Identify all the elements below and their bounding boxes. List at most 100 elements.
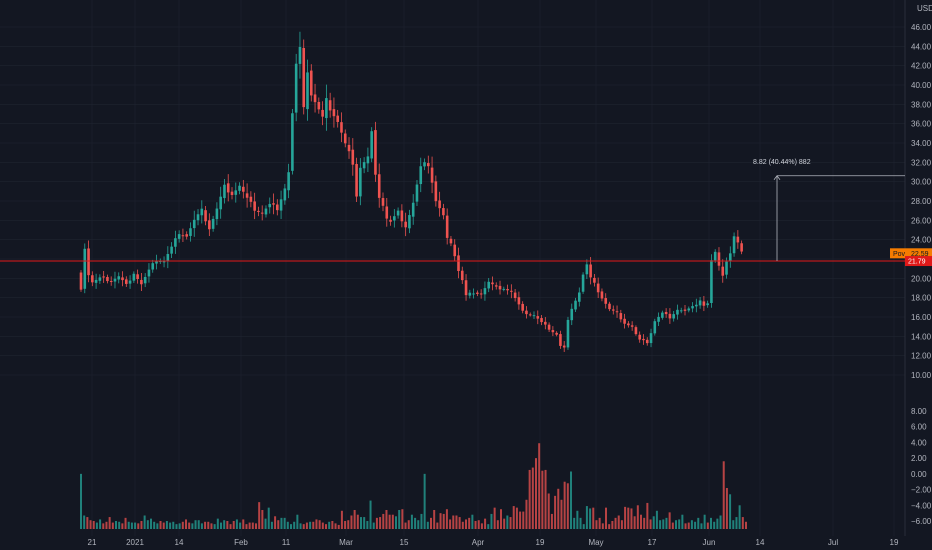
candle-body [400,210,404,222]
candle-body [347,144,351,152]
volume-bar [465,519,467,529]
volume-bar [630,508,633,529]
candle-body [381,198,385,206]
volume-bar [293,521,296,529]
volume-bar [379,517,382,529]
volume-bar [156,523,159,529]
volume-bar [251,522,254,529]
volume-bar [312,521,315,529]
volume-bar [124,517,127,529]
candle-body [593,277,596,283]
price-tick-label: 44.00 [911,42,932,51]
volume-bar [722,461,725,529]
volume-bar [550,513,553,529]
volume-bar [334,523,337,529]
price-tick-label: 10.00 [911,371,932,380]
candle-body [125,279,128,284]
volume-bar [239,522,242,529]
volume-bar [452,515,455,529]
candle-body [411,202,415,217]
volume-bar [716,518,719,529]
volume-bar [624,506,627,529]
candle-body [257,210,260,212]
volume-bar [309,521,312,529]
candle-body [645,339,649,344]
volume-bar [554,495,557,529]
candle-body [306,72,309,110]
candle-body [189,228,192,236]
candle-body [351,149,355,165]
candle-body [377,174,381,198]
candle-body [464,280,468,296]
volume-bar [197,520,200,529]
price-tick-label: 32.00 [911,158,932,167]
candle-body [664,311,668,315]
price-tag-label: Pov [893,251,906,258]
volume-tick-label: 4.00 [911,438,927,447]
volume-bar [538,443,541,529]
candle-body [238,185,241,191]
volume-bar [490,513,493,529]
volume-bar [337,524,340,529]
volume-bar [732,520,735,529]
price-tick-label: 30.00 [911,178,932,187]
volume-bar [108,517,111,529]
price-tag: Pov 22.59 [890,248,932,259]
volume-bar [528,469,531,529]
candle-body [487,281,490,289]
volume-bar [356,514,359,529]
volume-bar [614,517,617,529]
candle-body [630,325,634,327]
candle-body [483,288,487,295]
volume-bar [449,519,452,529]
volume-bar [700,523,703,529]
volume-bar [235,519,238,529]
candle-body [415,184,419,202]
candle-body [619,313,623,320]
volume-bar [512,506,515,529]
candle-body [600,291,604,299]
candle-body [253,201,256,211]
volume-bar [541,470,544,529]
volume-bar [458,517,461,529]
grid [0,0,905,536]
volume-bar [146,520,149,529]
candle-body [596,283,600,293]
volume-bar [143,515,146,529]
candle-body [427,163,430,167]
volume-bar [395,516,397,529]
volume-bar [86,517,89,529]
volume-bar [675,520,677,529]
volume-bar [417,520,420,529]
candle-body [147,269,151,277]
candle-body [321,109,324,117]
candle-body [109,280,113,282]
volume-bar [130,522,133,529]
currency-label: USD [917,4,932,13]
time-tick-label: May [588,538,603,547]
volume-bar [471,514,474,529]
volume-bar [277,520,280,529]
volume-bar [547,493,550,529]
price-tick-label: 14.00 [911,332,932,341]
volume-bar [223,520,226,529]
candle-body [589,264,592,278]
volume-bar [245,524,248,529]
candle-body [185,234,188,237]
candle-body [317,101,321,110]
candle-body [325,98,328,119]
volume-bar [445,509,448,529]
volume-bar [401,509,404,529]
candle-body [219,196,222,210]
volume-bar [690,520,693,529]
price-tick-label: 16.00 [911,313,932,322]
volume-bar [302,524,305,529]
measure-tool[interactable]: 8.82 (40.44%) 882 [753,159,905,262]
volume-bar [210,523,213,529]
time-tick-label: 19 [536,538,545,547]
volume-bar [121,523,124,529]
candle-body [517,297,521,305]
candle-body [208,220,211,230]
candle-body [702,301,706,306]
